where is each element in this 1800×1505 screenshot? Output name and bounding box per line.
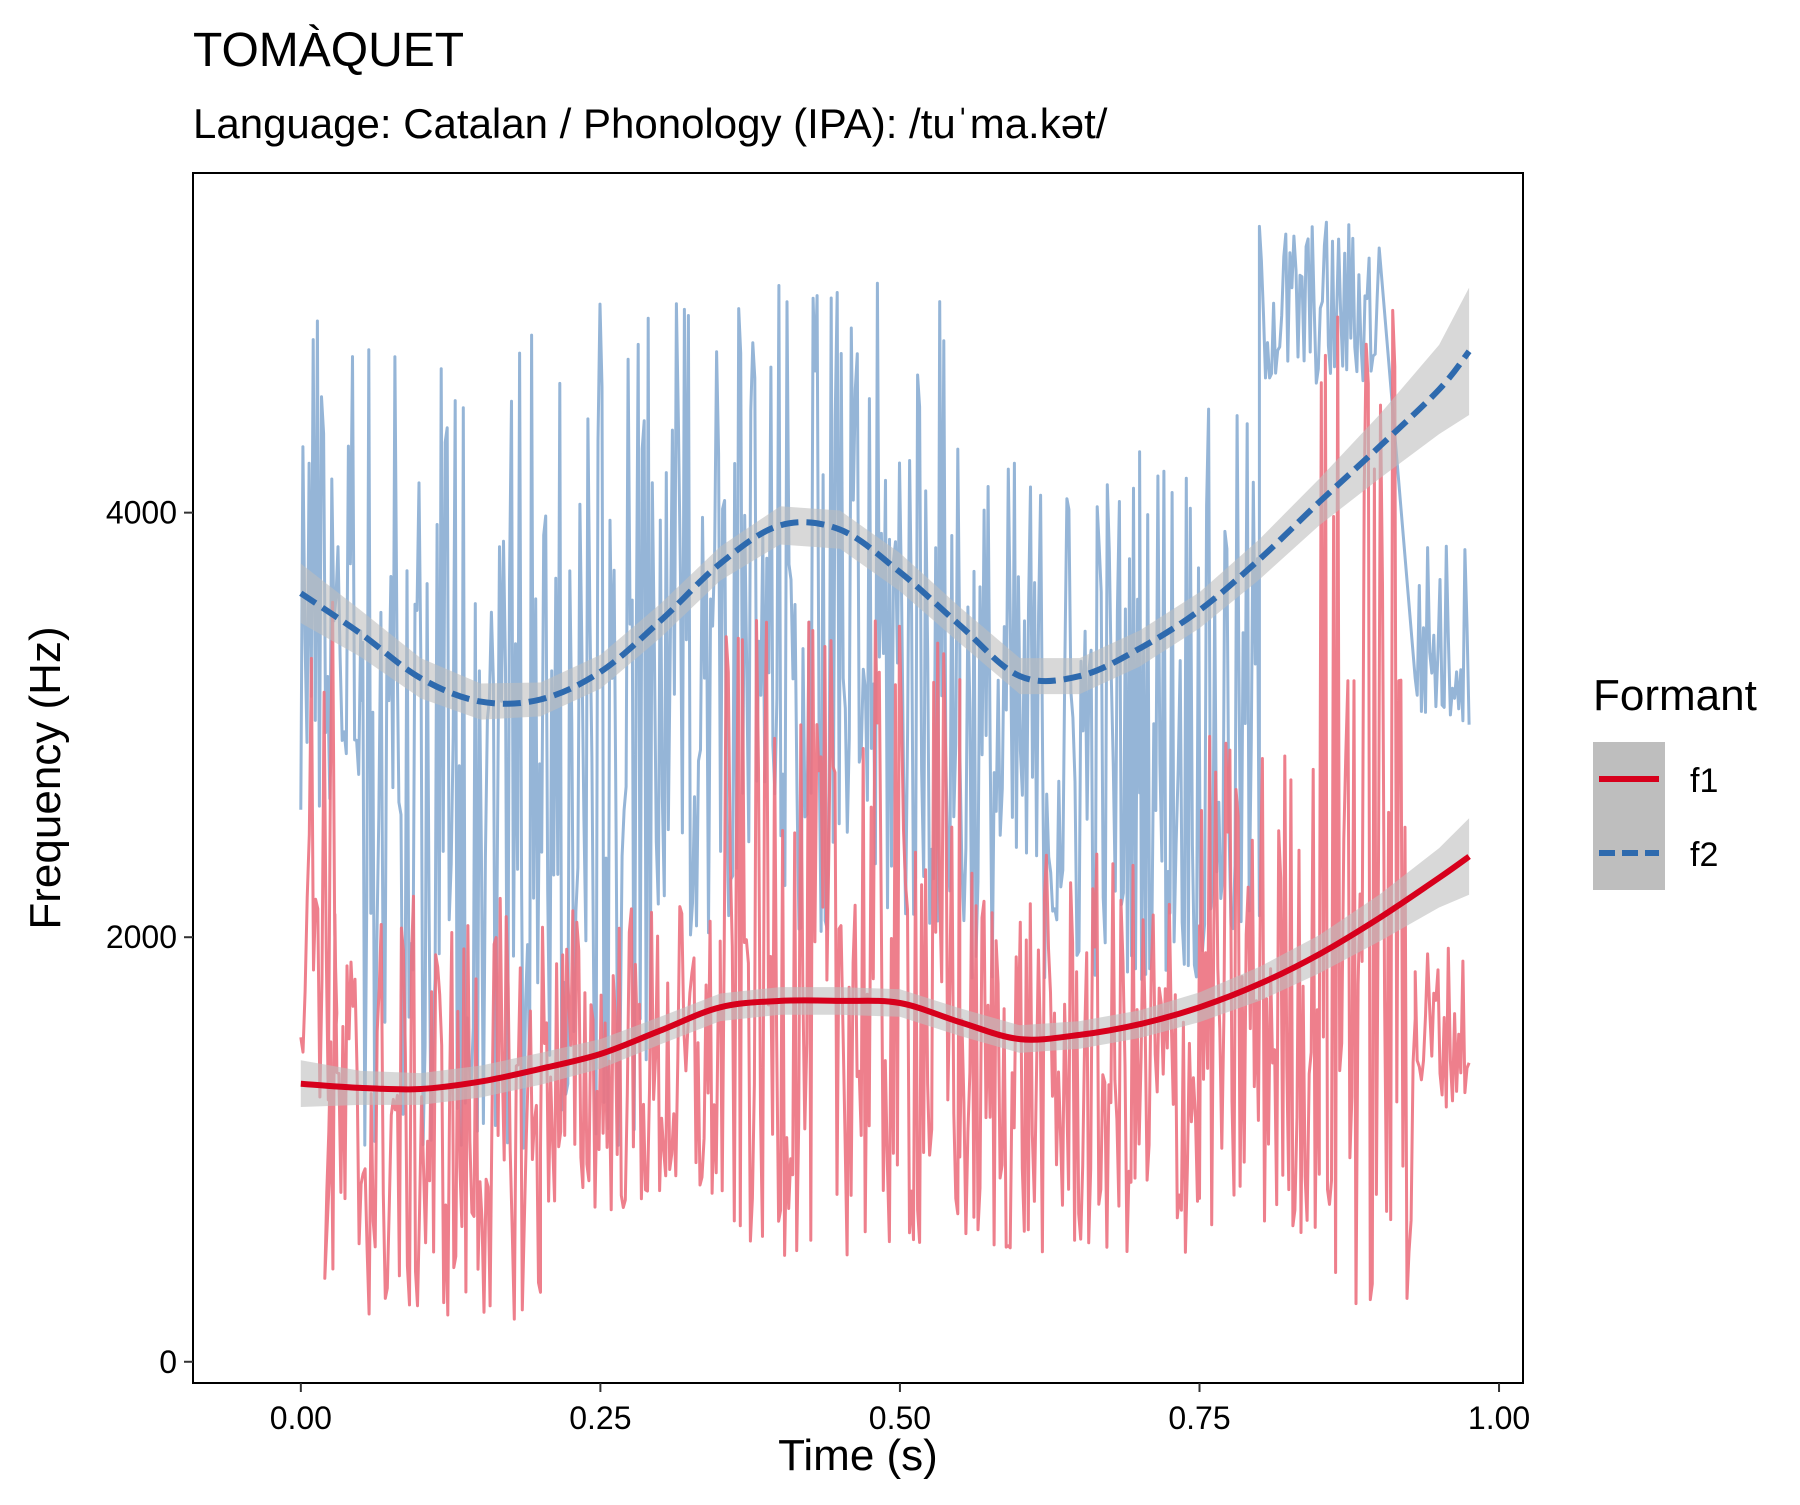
chart-subtitle: Language: Catalan / Phonology (IPA): /tu… bbox=[193, 100, 1108, 147]
y-tick-label: 2000 bbox=[106, 919, 177, 955]
smooth-line-f2 bbox=[299, 349, 1472, 707]
legend-title: Formant bbox=[1593, 671, 1757, 720]
x-tick-label: 0.25 bbox=[569, 1400, 631, 1436]
plot-area bbox=[299, 220, 1472, 1321]
confidence-band-f1 bbox=[300, 818, 1470, 1107]
smooth-line-f1 bbox=[300, 854, 1471, 1093]
x-tick-label: 0.75 bbox=[1168, 1400, 1230, 1436]
legend-label-f1: f1 bbox=[1690, 762, 1718, 800]
x-tick-label: 0.00 bbox=[270, 1400, 332, 1436]
legend-label-f2: f2 bbox=[1690, 836, 1718, 874]
chart-title: TOMÀQUET bbox=[193, 24, 464, 77]
axes: 0.00 0.25 0.50 0.75 1.00 0 2000 4000 bbox=[106, 495, 1530, 1436]
y-tick-label: 0 bbox=[159, 1344, 177, 1380]
confidence-band-f2 bbox=[300, 287, 1470, 720]
raw-track-f2 bbox=[299, 220, 1471, 1150]
legend-key-f2: f2 bbox=[1593, 816, 1718, 890]
x-tick-label: 0.50 bbox=[869, 1400, 931, 1436]
legend-key-f1: f1 bbox=[1593, 742, 1718, 816]
plot-content bbox=[299, 220, 1472, 1321]
legend: Formant f1 f2 bbox=[1593, 671, 1757, 890]
x-tick-label: 1.00 bbox=[1468, 1400, 1530, 1436]
plot-panel-border bbox=[192, 172, 1524, 1384]
y-tick-label: 4000 bbox=[106, 495, 177, 531]
y-axis-title: Frequency (Hz) bbox=[21, 626, 70, 929]
x-axis-title: Time (s) bbox=[778, 1431, 938, 1480]
raw-track-f1 bbox=[299, 308, 1471, 1321]
